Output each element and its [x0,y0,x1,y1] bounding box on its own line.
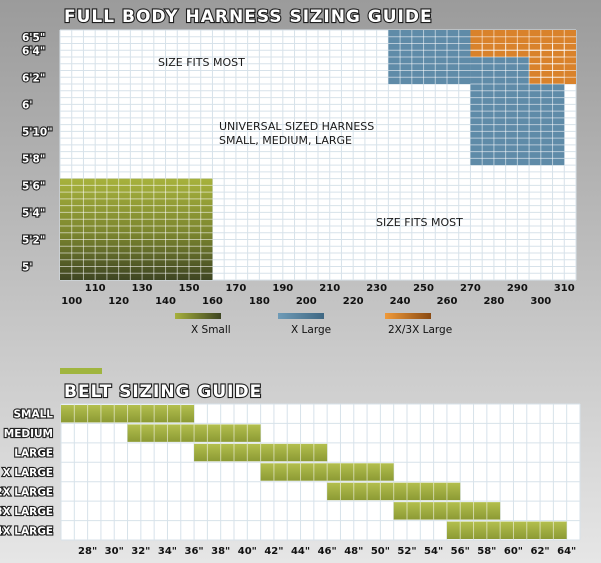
annotation-size-fits-most-bottom: SIZE FITS MOST [376,216,463,229]
harness-y-axis-labels: 6'5"6'4" 6'2" 6' 5'10" 5'8" 5'6" 5'4" 5'2" 5' [21,31,54,275]
belt-x-axis-labels: 28" 30" 32" 34" 36" 38" 40" 42" 44" 46" 48" 50" 52" 5… [78,546,576,557]
belt-y-tick-label: 3X LARGE [0,506,53,518]
belt-x-tick-label: 56" [451,546,470,557]
harness-x-tick-label: 140 [155,296,176,307]
belt-x-tick-label: 62" [531,546,550,557]
belt-x-tick-label: 54" [424,546,443,557]
legend-label-x-large: X Large [291,324,331,336]
belt-x-tick-label: 46" [318,546,337,557]
belt-title-accent-bar [60,368,102,374]
harness-plot-area [59,29,577,281]
belt-x-tick-label: 40" [238,546,257,557]
harness-legend: X Small X Large 2X/3X Large [175,313,452,336]
belt-x-tick-label: 42" [264,546,283,557]
harness-y-tick-label: 5'10" [22,126,53,138]
belt-x-tick-label: 58" [477,546,496,557]
harness-x-tick-label: 200 [296,296,317,307]
legend-label-x-small: X Small [191,324,231,336]
belt-x-tick-label: 36" [185,546,204,557]
legend-item-x-large: X Large [278,313,331,336]
harness-y-tick-label: 5'6" [22,180,45,192]
harness-y-tick-label: 5'8" [22,153,45,165]
harness-y-tick-label: 6' [22,99,33,111]
belt-x-tick-label: 52" [397,546,416,557]
belt-x-tick-label: 50" [371,546,390,557]
belt-y-tick-label: MEDIUM [4,428,53,440]
harness-x-tick-label: 300 [530,296,551,307]
belt-y-tick-label: 2X LARGE [0,486,53,498]
harness-x-tick-label: 210 [319,283,340,294]
harness-y-tick-label: 5'4" [22,207,45,219]
harness-x-tick-label: 160 [202,296,223,307]
harness-x-tick-label: 270 [460,283,481,294]
harness-y-tick-label: 6'5" [22,32,45,44]
harness-cell-lines [60,30,576,280]
harness-chart-title: FULL BODY HARNESS SIZING GUIDE [64,7,433,27]
belt-y-tick-label: X LARGE [3,467,53,479]
harness-x-tick-label: 180 [249,296,270,307]
harness-x-tick-label: 150 [179,283,200,294]
belt-x-tick-label: 48" [344,546,363,557]
legend-swatch-x-large [278,313,324,319]
belt-x-tick-label: 28" [78,546,97,557]
legend-item-x-small: X Small [175,313,231,336]
belt-x-tick-label: 30" [105,546,124,557]
harness-y-tick-label: 5' [22,261,33,273]
harness-y-tick-label: 5'2" [22,234,45,246]
harness-x-tick-label: 110 [85,283,106,294]
harness-x-tick-label: 130 [132,283,153,294]
belt-y-tick-label: 4X LARGE [0,525,53,537]
legend-swatch-x-small [175,313,221,319]
belt-x-tick-label: 64" [557,546,576,557]
belt-x-tick-label: 34" [158,546,177,557]
belt-plot-area [60,403,581,541]
harness-x-tick-label: 120 [108,296,129,307]
belt-y-tick-label: LARGE [14,448,53,460]
belt-x-tick-label: 44" [291,546,310,557]
belt-y-axis-labels: SMALL MEDIUM LARGE X LARGE 2X LARGE 3X LARGE 4… [0,408,54,539]
harness-x-tick-label: 170 [225,283,246,294]
belt-x-tick-label: 60" [504,546,523,557]
harness-x-tick-label: 290 [507,283,528,294]
annotation-sml-sizes: SMALL, MEDIUM, LARGE [219,134,352,147]
harness-y-tick-label: 6'4" [22,45,45,57]
harness-x-tick-label: 190 [272,283,293,294]
belt-chart-title: BELT SIZING GUIDE [64,382,262,402]
legend-swatch-2x-3x-large [385,313,431,319]
belt-x-tick-label: 38" [211,546,230,557]
belt-x-tick-label: 32" [131,546,150,557]
belt-bars [61,405,567,539]
region-x-small [60,178,213,280]
harness-x-tick-label: 100 [61,296,82,307]
legend-item-2x-3x-large: 2X/3X Large [385,313,452,336]
legend-label-2x-3x-large: 2X/3X Large [388,324,452,336]
annotation-universal-harness: UNIVERSAL SIZED HARNESS [219,120,374,133]
harness-x-tick-label: 240 [390,296,411,307]
harness-x-tick-label: 250 [413,283,434,294]
harness-x-axis-labels: 1001101201301401501601701801902002102202… [61,283,574,307]
harness-x-tick-label: 280 [483,296,504,307]
harness-y-tick-label: 6'2" [22,72,45,84]
harness-x-tick-label: 310 [554,283,575,294]
annotation-size-fits-most-top: SIZE FITS MOST [158,56,245,69]
harness-x-tick-label: 260 [437,296,458,307]
harness-x-tick-label: 220 [343,296,364,307]
belt-y-tick-label: SMALL [13,409,53,421]
harness-x-tick-label: 230 [366,283,387,294]
belt-bar-4x-large [446,521,567,539]
